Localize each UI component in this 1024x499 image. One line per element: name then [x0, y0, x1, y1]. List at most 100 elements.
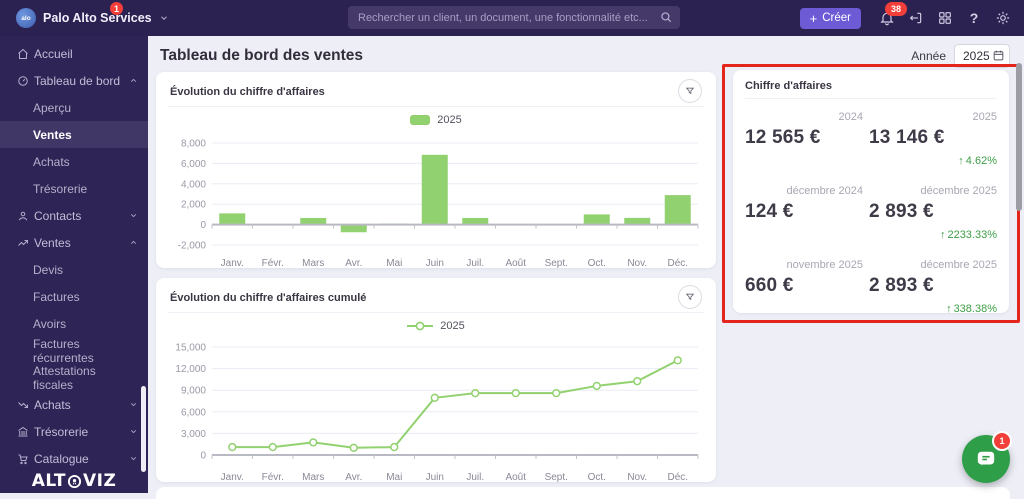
chat-button[interactable]: 1: [962, 431, 1012, 483]
sidebar-item-factures-recurrentes[interactable]: Factures récurrentes: [33, 336, 94, 365]
apps-button[interactable]: [936, 9, 954, 27]
main-content: Tableau de bord des ventes Année Évoluti…: [148, 36, 1024, 499]
sidebar-item-catalogue[interactable]: Catalogue: [0, 445, 148, 472]
sidebar-item-ventes[interactable]: Ventes: [0, 229, 148, 256]
svg-text:Déc.: Déc.: [667, 258, 688, 269]
chart-legend: 2025: [168, 313, 704, 339]
sidebar-item-tresorerie[interactable]: Trésorerie: [0, 418, 148, 445]
up-arrow-icon: ↑: [946, 303, 952, 313]
svg-text:Juin: Juin: [426, 472, 444, 483]
svg-text:Juil.: Juil.: [466, 472, 484, 483]
sidebar-item-tresorerie-dashboard[interactable]: Trésorerie: [33, 181, 88, 196]
create-button[interactable]: + Créer: [799, 7, 861, 29]
svg-text:8,000: 8,000: [181, 139, 206, 150]
up-arrow-icon: ↑: [958, 155, 964, 167]
delta-badge: ↑ 338.38%: [946, 303, 997, 313]
settings-button[interactable]: [994, 9, 1012, 27]
partial-card: [156, 487, 1010, 499]
logout-button[interactable]: [907, 9, 925, 27]
person-icon: [17, 210, 30, 222]
revenue-chart-card: Évolution du chiffre d'affaires 2025 -2,…: [156, 72, 716, 271]
sidebar-item-ventes-dashboard[interactable]: Ventes: [0, 121, 148, 148]
svg-text:Avr.: Avr.: [345, 258, 362, 269]
home-icon: [17, 48, 30, 60]
kpi-value: 12 565 €: [745, 127, 821, 148]
logout-icon: [909, 12, 922, 24]
sidebar-item-avoirs[interactable]: Avoirs: [33, 316, 67, 331]
revenue-kpi-panel: Chiffre d'affaires 2024 2025 12 565 € 13…: [733, 70, 1009, 313]
main-scrollbar[interactable]: [1016, 63, 1022, 211]
chat-badge: 1: [992, 431, 1012, 451]
filter-button[interactable]: [678, 285, 702, 309]
page-title: Tableau de bord des ventes: [160, 47, 363, 64]
chart-title: Évolution du chiffre d'affaires: [170, 86, 325, 98]
svg-text:Janv.: Janv.: [221, 258, 244, 269]
sidebar-item-factures[interactable]: Factures: [33, 289, 80, 304]
svg-text:Mai: Mai: [386, 472, 402, 483]
sidebar-item-apercu[interactable]: Aperçu: [33, 100, 72, 115]
svg-text:2,000: 2,000: [181, 200, 206, 211]
legend-swatch: [410, 115, 431, 125]
sidebar-item-tableau-de-bord[interactable]: Tableau de bord: [0, 67, 148, 94]
help-button[interactable]: ?: [969, 10, 979, 26]
svg-text:Oct.: Oct.: [588, 258, 606, 269]
altoviz-o-icon: [67, 474, 82, 489]
company-logo: alo: [16, 8, 36, 28]
svg-text:Déc.: Déc.: [667, 472, 688, 483]
chevron-down-icon: [129, 400, 138, 409]
svg-text:Juil.: Juil.: [466, 258, 484, 269]
svg-text:Oct.: Oct.: [588, 472, 606, 483]
year-label: Année: [911, 49, 946, 63]
notifications-button[interactable]: 38: [878, 2, 907, 27]
svg-text:Janv.: Janv.: [221, 472, 244, 483]
sidebar-item-devis[interactable]: Devis: [33, 262, 64, 277]
chat-icon: [977, 451, 995, 466]
search-input[interactable]: [348, 6, 680, 29]
svg-text:Juin: Juin: [426, 258, 444, 269]
sidebar-item-achats[interactable]: Achats: [0, 391, 148, 418]
svg-text:Mai: Mai: [386, 258, 402, 269]
svg-text:Nov.: Nov.: [627, 472, 647, 483]
svg-text:0: 0: [200, 451, 206, 462]
svg-text:9,000: 9,000: [181, 386, 206, 397]
apps-grid-icon: [939, 12, 951, 24]
search-icon: [659, 10, 673, 24]
svg-text:0: 0: [200, 220, 206, 231]
kpi-value: 2 893 €: [869, 275, 934, 296]
year-value-input[interactable]: [955, 45, 1009, 67]
global-search[interactable]: [348, 6, 680, 29]
topbar: alo Palo Alto Services 1 + Créer 38 ?: [0, 0, 1024, 36]
revenue-bar-chart: -2,000 0 2,000 4,000 6,000 8,000 Janv. Févr. Mar…: [168, 133, 704, 271]
sidebar-item-achats-dashboard[interactable]: Achats: [33, 154, 70, 169]
altoviz-logo: ALT VIZ: [31, 471, 117, 491]
svg-text:12,000: 12,000: [175, 364, 206, 375]
cart-icon: [17, 453, 30, 465]
chevron-down-icon: [159, 13, 169, 23]
notifications-badge: 38: [885, 2, 907, 16]
company-menu[interactable]: alo Palo Alto Services: [16, 0, 169, 36]
sidebar-scrollbar[interactable]: [141, 386, 146, 472]
year-selector: Année: [911, 44, 1010, 68]
svg-text:Mars: Mars: [302, 472, 324, 483]
svg-text:15,000: 15,000: [175, 343, 206, 354]
sidebar-item-accueil[interactable]: Accueil: [0, 40, 148, 67]
svg-text:Févr.: Févr.: [262, 472, 284, 483]
chevron-down-icon: [129, 211, 138, 220]
year-input[interactable]: [954, 44, 1010, 68]
svg-text:4,000: 4,000: [181, 179, 206, 190]
filter-button[interactable]: [678, 79, 702, 103]
svg-text:Mars: Mars: [302, 258, 324, 269]
bell-icon: [880, 12, 894, 26]
sidebar: Accueil Tableau de bord Aperçu Ventes Ac…: [0, 36, 148, 493]
chevron-up-icon: [129, 238, 138, 247]
svg-text:3,000: 3,000: [181, 429, 206, 440]
svg-text:Avr.: Avr.: [345, 472, 362, 483]
svg-text:Nov.: Nov.: [627, 258, 647, 269]
filter-icon: [685, 87, 695, 95]
up-arrow-icon: ↑: [939, 229, 946, 241]
sidebar-item-attestations-fiscales[interactable]: Attestations fiscales: [33, 363, 96, 392]
sidebar-item-contacts[interactable]: Contacts: [0, 202, 148, 229]
gear-icon: [996, 11, 1010, 25]
calendar-icon[interactable]: [992, 49, 1005, 62]
filter-icon: [685, 293, 695, 301]
